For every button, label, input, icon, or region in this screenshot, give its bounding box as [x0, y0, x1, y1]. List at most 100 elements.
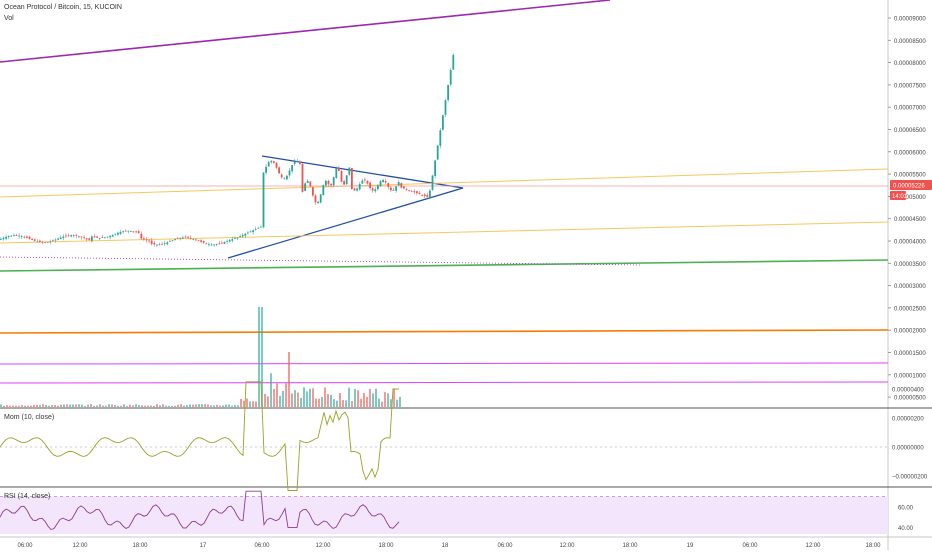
mom-tick-label: 0.00000200: [892, 417, 924, 423]
volume-bar: [384, 392, 386, 407]
candle-body: [377, 185, 379, 190]
volume-bar: [387, 393, 389, 407]
volume-bar: [378, 398, 380, 407]
volume-bar: [270, 373, 272, 407]
volume-bar: [276, 383, 278, 407]
candle-body: [75, 234, 78, 236]
candle-body: [416, 191, 418, 194]
volume-bar: [177, 404, 179, 407]
candle-body: [330, 183, 332, 186]
volume-bar: [123, 404, 125, 407]
candle-body: [62, 236, 65, 239]
price-tick-label: 0.00005500: [894, 173, 926, 179]
candle-body: [306, 180, 309, 184]
candle-body: [265, 166, 267, 173]
volume-bar: [171, 405, 173, 407]
candle-body: [145, 239, 148, 241]
volume-bar: [351, 400, 353, 407]
volume-bar: [144, 405, 146, 407]
time-tick-label: 18: [442, 543, 449, 549]
volume-bar: [15, 405, 17, 407]
volume-bar: [363, 392, 365, 407]
candle-body: [327, 180, 330, 185]
candle-body: [405, 189, 408, 190]
volume-bar: [297, 392, 299, 407]
volume-bar: [396, 399, 398, 407]
candle-body: [392, 189, 395, 191]
time-tick-label: 19: [687, 543, 694, 549]
volume-bar: [321, 397, 323, 407]
candle-body: [260, 226, 262, 228]
candle-body: [449, 70, 452, 85]
time-tick-label: 12:00: [805, 543, 821, 549]
volume-bar: [21, 405, 23, 407]
volume-bar: [255, 401, 257, 407]
candle-body: [106, 236, 109, 238]
candle-body: [195, 239, 197, 241]
volume-bar: [369, 389, 371, 407]
candle-body: [122, 231, 124, 233]
volume-bar: [324, 387, 326, 407]
volume-bar: [294, 390, 296, 407]
candles: [0, 53, 455, 248]
volume-bar: [180, 404, 182, 407]
candle-body: [65, 235, 67, 237]
candle-body: [309, 181, 312, 187]
candle-body: [439, 130, 442, 146]
price-tick-label: 0.00008000: [894, 61, 926, 67]
volume-bar: [381, 401, 383, 407]
candle-body: [426, 194, 429, 197]
volume-bar: [279, 395, 281, 407]
candle-body: [234, 238, 236, 240]
candle-body: [280, 174, 283, 178]
volume-bar: [141, 405, 143, 407]
magenta-line-2: [0, 381, 889, 384]
candle-body: [137, 231, 140, 233]
volume-bar: [51, 404, 53, 407]
time-tick-label: 12:00: [559, 543, 575, 549]
price-tick-label: 0.00001000: [894, 373, 926, 379]
candle-body: [49, 241, 52, 243]
volume-bar: [201, 404, 203, 407]
volume-bar: [372, 393, 374, 407]
price-tick-label: 0.00004000: [894, 240, 926, 246]
candle-body: [163, 243, 166, 245]
price-tick-label: 0.00006500: [894, 128, 926, 134]
countdown-label: 14:01: [892, 194, 908, 200]
candle-body: [270, 160, 273, 163]
candle-body: [80, 236, 83, 238]
candle-body: [46, 241, 49, 243]
candle-body: [241, 234, 244, 237]
volume-bar: [306, 391, 308, 407]
candle-body: [223, 242, 226, 244]
volume-bar: [57, 405, 59, 407]
candle-body: [202, 241, 205, 243]
time-tick-label: 18:00: [622, 543, 638, 549]
candle-body: [153, 242, 156, 245]
volume-bar: [87, 404, 89, 407]
volume-bar: [231, 405, 233, 407]
candle-body: [119, 231, 122, 234]
volume-bar: [327, 393, 329, 407]
volume-bar: [129, 404, 131, 407]
time-tick-label: 18:00: [132, 543, 148, 549]
time-tick-label: 17: [200, 543, 207, 549]
volume-bar: [249, 401, 251, 407]
volume-bar: [162, 404, 164, 407]
candle-body: [400, 183, 403, 188]
volume-bar: [30, 405, 32, 407]
volume-bar: [312, 388, 314, 407]
volume-bar: [330, 394, 332, 407]
candle-body: [124, 230, 127, 232]
green-support-line: [0, 259, 889, 272]
candle-body: [304, 183, 306, 191]
candle-body: [210, 244, 213, 246]
volume-bar: [342, 399, 344, 407]
candle-body: [395, 186, 397, 191]
price-tick-label: 0.00007500: [894, 83, 926, 89]
volume-bar: [27, 405, 29, 407]
volume-bar: [393, 388, 395, 407]
candle-body: [275, 162, 278, 168]
